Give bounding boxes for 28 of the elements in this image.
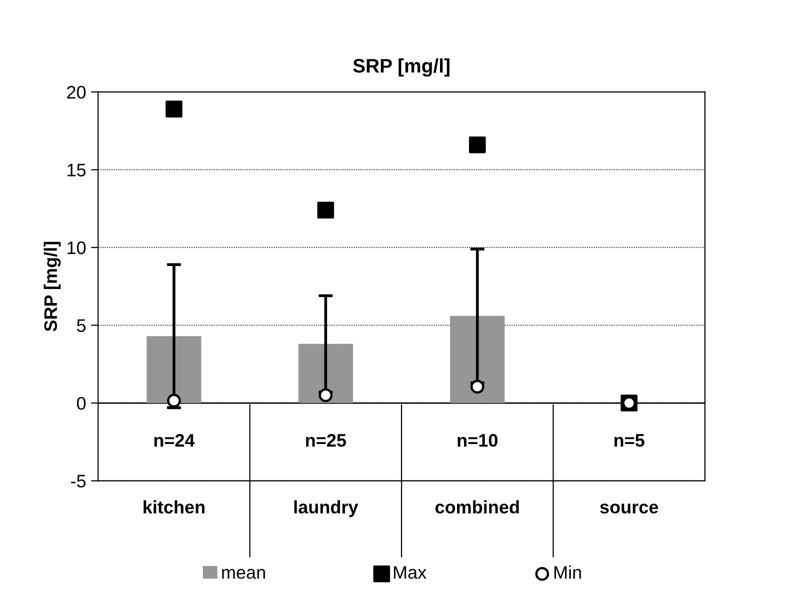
annotation: n=5 [614,434,644,447]
x-tick-label: combined [435,500,519,514]
point [468,136,486,154]
annotation: n=10 [458,434,498,447]
y-tick-label: 0 [76,396,86,410]
point [166,100,182,118]
legend-label: Min [554,566,581,579]
point [317,202,334,219]
x-tick-label: laundry [294,500,358,518]
bar [450,316,505,404]
point [167,394,181,408]
y-tick-label: 15 [68,164,86,176]
annotation: n=24 [154,434,195,447]
y-tick-label: 10 [68,241,86,254]
y-tick-label: 5 [77,319,86,332]
point [318,388,333,402]
y-tick-label: -5 [71,474,86,488]
legend-label: Max [394,566,426,579]
x-tick-label: kitchen [144,500,204,514]
y-tick-label: 20 [67,86,86,99]
point [470,380,484,394]
bar [146,336,202,404]
x-tick-label: source [600,504,658,514]
bar [298,344,353,404]
y-axis-title: SRP [mg/l] [44,242,61,332]
annotation: n=25 [306,434,346,447]
chart-title: SRP [mg/l] [353,58,450,77]
legend-label: mean [222,568,265,579]
